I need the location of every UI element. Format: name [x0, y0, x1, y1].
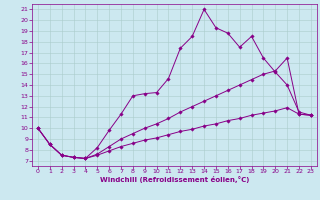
- X-axis label: Windchill (Refroidissement éolien,°C): Windchill (Refroidissement éolien,°C): [100, 176, 249, 183]
